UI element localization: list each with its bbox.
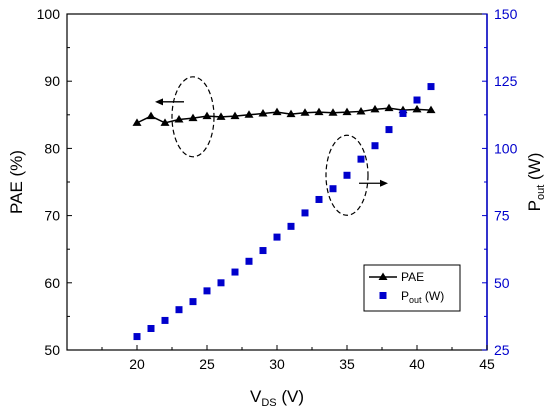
pae-point xyxy=(272,107,282,116)
pae-point xyxy=(426,105,436,114)
pout-point xyxy=(217,279,225,287)
pae-point xyxy=(286,109,296,118)
pout-point xyxy=(147,324,155,332)
left-tick-label: 70 xyxy=(44,208,60,224)
legend-pae-marker xyxy=(378,272,388,280)
legend-pout-label: Pout (W) xyxy=(401,289,444,305)
x-tick-label: 35 xyxy=(339,356,355,372)
pout-point xyxy=(315,195,323,203)
pae-point xyxy=(230,111,240,120)
right-tick-label: 100 xyxy=(494,140,518,156)
annotations xyxy=(155,76,388,216)
legend-pae-label: PAE xyxy=(401,270,424,284)
pae-point xyxy=(188,113,198,122)
right-axis-title: Pout (W) xyxy=(525,153,547,212)
pae-point xyxy=(314,107,324,116)
pae-point xyxy=(244,110,254,118)
pout-point xyxy=(357,155,365,163)
left-axis-ticks: 50 60 70 80 90 100 xyxy=(37,6,72,358)
x-tick-label: 30 xyxy=(269,356,285,372)
pae-point xyxy=(146,111,156,120)
pout-point xyxy=(343,171,351,179)
pout-point xyxy=(175,306,183,314)
legend-box xyxy=(363,264,461,312)
left-tick-label: 50 xyxy=(44,342,60,358)
pout-point xyxy=(371,142,379,150)
pout-point xyxy=(427,83,435,91)
series-pout xyxy=(133,83,435,341)
right-tick-label: 150 xyxy=(494,6,518,22)
left-tick-label: 100 xyxy=(37,6,61,22)
pae-point xyxy=(160,118,170,126)
pout-point xyxy=(203,287,211,295)
pout-point xyxy=(189,298,197,306)
series-pae xyxy=(132,103,436,126)
right-axis-ticks: 25 50 75 100 125 150 xyxy=(482,6,518,358)
pout-point xyxy=(245,257,253,265)
right-tick-label: 125 xyxy=(494,73,518,89)
annotation-arrowhead xyxy=(380,179,388,187)
pae-point xyxy=(328,108,338,116)
x-tick-label: 20 xyxy=(129,356,145,372)
left-tick-label: 80 xyxy=(44,140,60,156)
pae-point xyxy=(342,107,352,116)
pout-point xyxy=(301,209,309,217)
left-tick-label: 60 xyxy=(44,275,60,291)
pout-point xyxy=(385,126,393,134)
pae-line xyxy=(136,107,432,124)
legend: PAE Pout (W) xyxy=(363,264,461,312)
annotation-ellipse xyxy=(325,134,369,216)
annotation-arrowhead xyxy=(155,98,163,106)
pout-point xyxy=(161,316,169,324)
pae-point xyxy=(370,104,380,113)
legend-pout-marker xyxy=(379,292,387,299)
pae-point xyxy=(216,112,226,120)
pae-point xyxy=(132,118,142,126)
x-tick-label: 25 xyxy=(199,356,215,372)
pae-point xyxy=(300,108,310,116)
pae-point xyxy=(356,106,366,115)
pae-point xyxy=(384,103,394,112)
x-axis-ticks: 20 25 30 35 40 45 xyxy=(101,345,495,372)
right-tick-label: 25 xyxy=(494,342,510,358)
pout-point xyxy=(329,185,337,193)
pout-point xyxy=(273,233,281,241)
pout-point xyxy=(133,333,141,341)
pae-point xyxy=(174,115,184,123)
pout-point xyxy=(287,222,295,230)
right-tick-label: 50 xyxy=(494,275,510,291)
left-tick-label: 90 xyxy=(44,73,60,89)
pae-point xyxy=(202,111,212,120)
right-tick-label: 75 xyxy=(494,208,510,224)
x-tick-label: 45 xyxy=(479,356,495,372)
pout-point xyxy=(231,268,239,276)
pout-point xyxy=(259,247,267,255)
pae-point xyxy=(412,104,422,113)
x-tick-label: 40 xyxy=(409,356,425,372)
pae-point xyxy=(258,108,268,117)
left-axis-title: PAE (%) xyxy=(7,150,26,214)
x-axis-title: VDS (V) xyxy=(250,387,304,409)
pout-point xyxy=(413,96,421,104)
pout-point xyxy=(399,109,407,117)
